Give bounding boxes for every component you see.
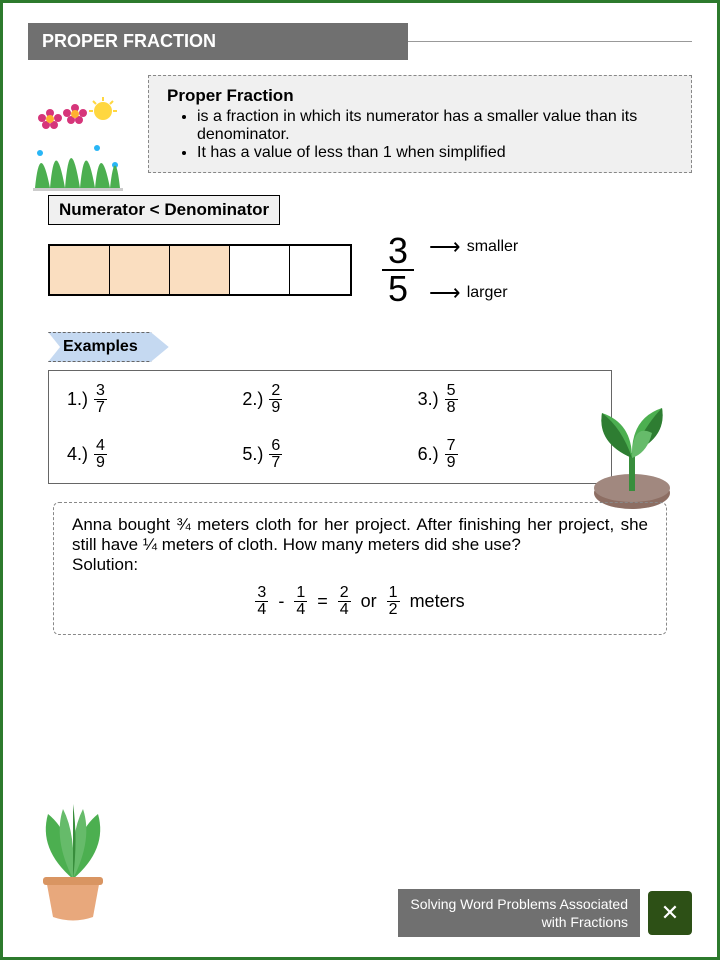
numerator-label: smaller	[429, 234, 518, 260]
plant-icon	[18, 799, 128, 929]
examples-box: 1.)372.)293.)58 4.)495.)676.)79	[48, 370, 612, 484]
fraction-display: 3 5	[382, 233, 414, 307]
examples-tag: Examples	[48, 332, 692, 362]
example-item: 3.)58	[418, 383, 593, 416]
bar-cell	[230, 246, 290, 294]
fraction-visual: 3 5 smaller larger	[48, 233, 692, 307]
fraction-bar	[48, 244, 352, 296]
bar-cell	[170, 246, 230, 294]
worksheet-page: PROPER FRACTION Proper Fraction is a fra…	[0, 0, 720, 960]
definition-bullet: is a fraction in which its numerator has…	[197, 108, 677, 144]
bar-cell	[290, 246, 350, 294]
example-item: 4.)49	[67, 438, 242, 471]
footer-text: Solving Word Problems Associated with Fr…	[398, 889, 640, 937]
example-item: 2.)29	[242, 383, 417, 416]
denominator: 5	[382, 271, 414, 307]
example-item: 5.)67	[242, 438, 417, 471]
solution-label: Solution:	[72, 555, 648, 575]
definition-bullet: It has a value of less than 1 when simpl…	[197, 144, 677, 162]
fraction-labels: smaller larger	[429, 234, 518, 306]
footer: Solving Word Problems Associated with Fr…	[398, 889, 692, 937]
examples-label: Examples	[48, 332, 169, 362]
bar-cell	[50, 246, 110, 294]
flowers-icon	[25, 93, 145, 203]
solution-equation: 34 - 14 = 24 or 12 meters	[72, 585, 648, 618]
page-title: PROPER FRACTION	[28, 23, 408, 60]
ruler-pencil-icon: ✕	[648, 891, 692, 935]
example-item: 6.)79	[418, 438, 593, 471]
bar-cell	[110, 246, 170, 294]
definition-box: Proper Fraction is a fraction in which i…	[148, 75, 692, 173]
denominator-label: larger	[429, 280, 518, 306]
sprout-icon	[577, 403, 687, 513]
title-divider	[408, 41, 692, 42]
definition-heading: Proper Fraction	[167, 86, 677, 106]
numerator: 3	[382, 233, 414, 271]
problem-text: Anna bought ¾ meters cloth for her proje…	[72, 515, 648, 555]
example-item: 1.)37	[67, 383, 242, 416]
problem-box: Anna bought ¾ meters cloth for her proje…	[53, 502, 667, 635]
